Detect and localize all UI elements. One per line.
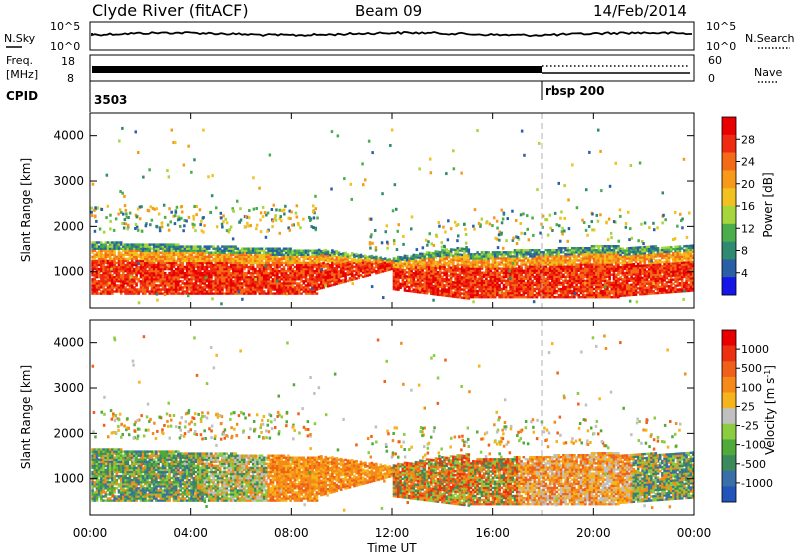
colorbar-tick: 8: [741, 245, 748, 258]
cpid-label: CPID: [6, 89, 38, 103]
nsearch-tick-bottom: 10^0: [706, 40, 736, 53]
y-tick-label: 3000: [53, 381, 84, 395]
colorbar-segment: [722, 134, 736, 153]
nsky-label: N.Sky: [4, 32, 36, 45]
cpid-row: CPID 3503 rbsp 200: [6, 81, 604, 112]
colorbar-segment: [722, 486, 736, 503]
x-tick-label: 12:00: [375, 526, 410, 540]
nsky-line: [91, 30, 692, 38]
y-tick-label: 4000: [53, 129, 84, 143]
colorbar-tick: 25: [741, 400, 755, 413]
colorbar-segment: [722, 330, 736, 346]
velocity-ylabel: Slant Range [km]: [19, 365, 33, 469]
nave-label: Nave: [754, 66, 782, 79]
colorbar-segment: [722, 470, 736, 487]
power-panel: 1000 2000 3000 4000 Slant Range [km] 28 24 20…: [19, 112, 775, 309]
colorbar-tick: 24: [741, 156, 755, 169]
velocity-colorbar-label: Velocity [m s-1]: [763, 365, 778, 455]
colorbar-segment: [722, 345, 736, 362]
nsearch-tick-top: 10^5: [706, 20, 736, 33]
colorbar-segment: [722, 376, 736, 393]
x-tick-label: 20:00: [576, 526, 611, 540]
x-tick-label: 00:00: [677, 526, 712, 540]
colorbar-tick: -100: [741, 439, 766, 452]
nsky-tick-bottom: 10^0: [50, 40, 80, 53]
colorbar-tick: 100: [741, 381, 762, 394]
colorbar-segment: [722, 223, 736, 242]
freq-panel: Freq. [MHz] 18 8 60 0 Nave: [6, 54, 782, 85]
colorbar-tick: 16: [741, 200, 755, 213]
power-colorbar: 28 24 20 16 12 8 4: [721, 116, 755, 296]
cpid-entry-2: rbsp 200: [545, 84, 604, 98]
colorbar-tick: 12: [741, 222, 755, 235]
y-tick-label: 1000: [53, 265, 84, 279]
nsky-panel: N.Sky 10^5 10^0 10^5 10^0 N.Search: [4, 20, 795, 53]
colorbar-segment: [722, 408, 736, 425]
colorbar-tick: 28: [741, 133, 755, 146]
velocity-colorbar: 1000 500 100 25 -25 -100 -500 -1000: [721, 329, 773, 503]
freq-label-line2: [MHz]: [6, 68, 38, 81]
colorbar-segment: [722, 423, 736, 440]
colorbar-tick: -1000: [741, 477, 773, 490]
colorbar-tick: -25: [741, 420, 759, 433]
power-ylabel: Slant Range [km]: [19, 158, 33, 262]
velocity-xlabel: Time UT: [366, 541, 417, 554]
title: Clyde River (fitACF): [92, 1, 249, 20]
y-tick-label: 2000: [53, 426, 84, 440]
y-tick-label: 4000: [53, 336, 84, 350]
colorbar-segment: [722, 455, 736, 472]
power-data-layer: [90, 126, 695, 306]
freq-label-line1: Freq.: [6, 54, 33, 67]
colorbar-tick: -500: [741, 458, 766, 471]
colorbar-segment: [722, 152, 736, 171]
velocity-data-layer: [91, 334, 695, 512]
colorbar-tick: 20: [741, 178, 755, 191]
colorbar-segment: [722, 170, 736, 189]
nsearch-label: N.Search: [745, 32, 795, 45]
x-tick-label: 16:00: [475, 526, 510, 540]
colorbar-segment: [722, 259, 736, 278]
colorbar-segment: [722, 188, 736, 207]
colorbar-segment: [722, 241, 736, 260]
power-colorbar-label: Power [dB]: [761, 172, 775, 237]
nsky-tick-top: 10^5: [50, 20, 80, 33]
y-tick-label: 1000: [53, 472, 84, 486]
nave-tick-top: 60: [708, 54, 722, 67]
colorbar-segment: [722, 206, 736, 225]
x-tick-label: 00:00: [73, 526, 108, 540]
nave-tick-bottom: 0: [708, 72, 715, 85]
colorbar-tick: 1000: [741, 343, 769, 356]
colorbar-tick: 500: [741, 362, 762, 375]
date-label: 14/Feb/2014: [593, 2, 687, 20]
beam-label: Beam 09: [355, 2, 422, 20]
colorbar-segment: [722, 361, 736, 378]
x-tick-label: 08:00: [274, 526, 309, 540]
colorbar-segment: [722, 439, 736, 456]
y-tick-label: 3000: [53, 174, 84, 188]
colorbar-tick: 4: [741, 267, 748, 280]
freq-tick-top: 18: [61, 55, 75, 68]
colorbar-segment: [722, 392, 736, 409]
velocity-panel: 1000 2000 3000 4000 00:00 04:00 08:00 12:00 16:…: [19, 113, 777, 554]
freq-tick-bottom: 8: [67, 72, 74, 85]
y-tick-label: 2000: [53, 219, 84, 233]
colorbar-segment: [722, 277, 736, 296]
x-tick-label: 04:00: [173, 526, 208, 540]
colorbar-segment: [722, 117, 736, 136]
cpid-entry-1: 3503: [94, 93, 127, 107]
